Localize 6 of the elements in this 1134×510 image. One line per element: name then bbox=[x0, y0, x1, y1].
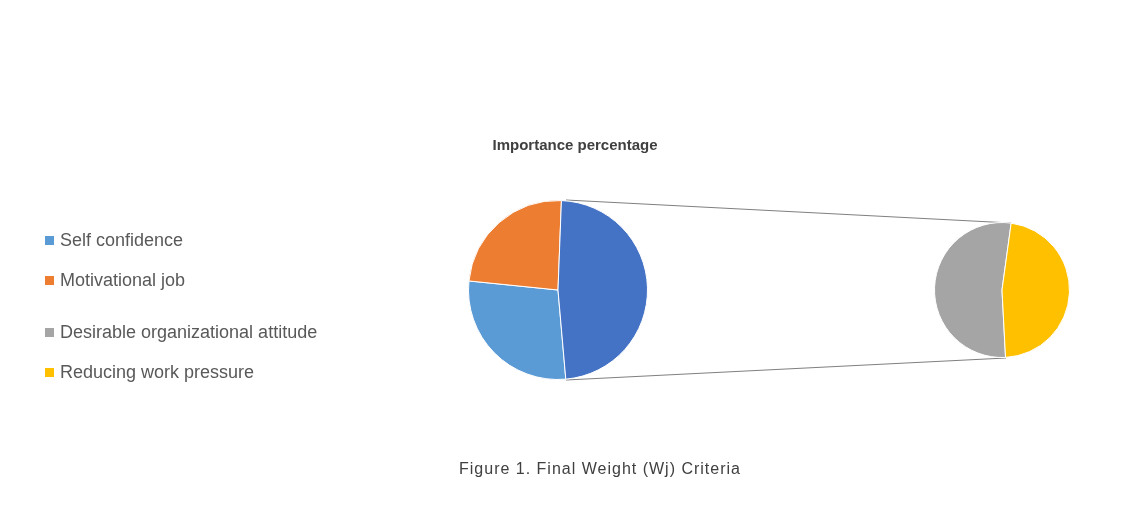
chart-title: Importance percentage bbox=[491, 136, 659, 153]
legend-label: Motivational job bbox=[60, 270, 186, 290]
legend-label: Self confidence bbox=[60, 230, 184, 250]
legend-label: Reducing work pressure bbox=[60, 362, 255, 382]
legend-label: Desirable organizational attitude bbox=[60, 322, 318, 342]
caption: Figure 1. Final Weight (Wj) Criteria bbox=[458, 460, 742, 478]
